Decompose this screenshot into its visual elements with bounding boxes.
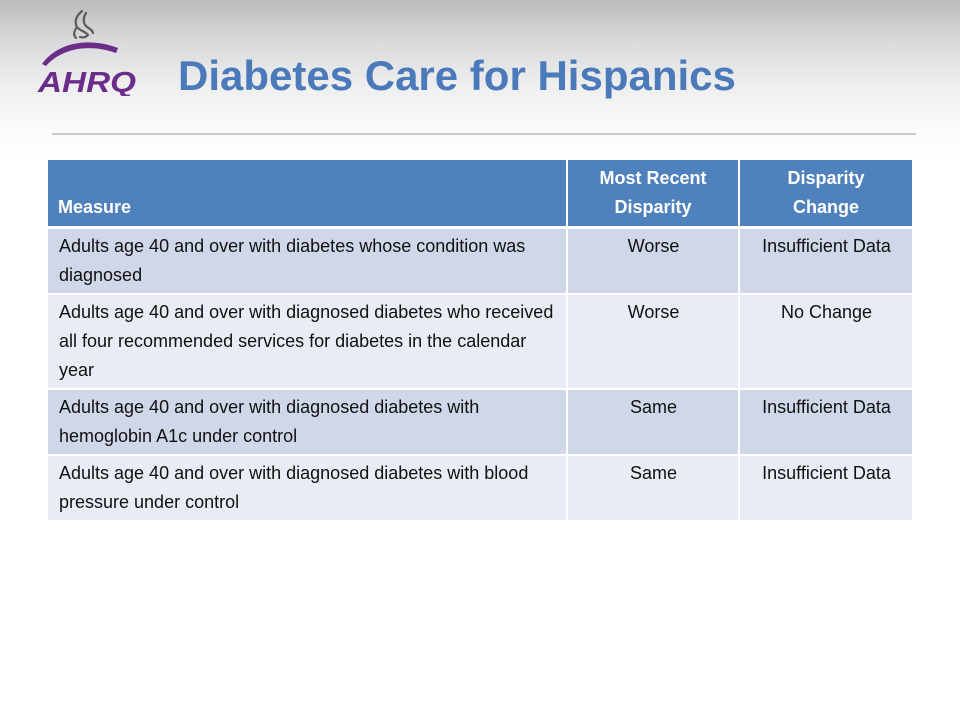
table-row: Adults age 40 and over with diagnosed di… — [48, 293, 912, 389]
table-row: Adults age 40 and over with diabetes who… — [48, 226, 912, 294]
most-recent-disparity-cell: Same — [566, 388, 739, 455]
measures-table: Measure Most Recent Disparity Disparity Ch… — [48, 160, 912, 520]
header-most-recent-disparity-line-1: Most Recent — [599, 168, 707, 188]
header-most-recent-disparity-line-2: Disparity — [614, 197, 692, 217]
header-disparity-change-line-2: Change — [792, 197, 859, 217]
disparity-change-cell: Insufficient Data — [738, 388, 912, 455]
page-title: Diabetes Care for Hispanics — [178, 52, 736, 99]
most-recent-disparity-cell: Same — [566, 454, 739, 520]
table-row: Adults age 40 and over with diagnosed di… — [48, 454, 912, 520]
measure-cell: Adults age 40 and over with diabetes who… — [48, 226, 567, 294]
header-most-recent-disparity: Most Recent Disparity — [566, 160, 739, 229]
header-disparity-change-line-1: Disparity — [787, 168, 865, 188]
disparity-change-cell: Insufficient Data — [738, 226, 912, 294]
ahrq-wordmark: AHRQ — [37, 67, 137, 96]
disparity-change-cell: Insufficient Data — [738, 454, 912, 520]
ahrq-logo: AHRQ — [37, 9, 137, 96]
header-disparity-change: Disparity Change — [738, 160, 912, 229]
disparity-change-cell: No Change — [738, 293, 912, 389]
title-divider — [52, 133, 916, 135]
header-measure: Measure — [48, 160, 567, 229]
most-recent-disparity-cell: Worse — [566, 293, 739, 389]
hhs-eagle-icon — [73, 9, 95, 40]
measure-cell: Adults age 40 and over with diagnosed di… — [48, 388, 567, 455]
table-header-row: Measure Most Recent Disparity Disparity Ch… — [48, 160, 912, 229]
most-recent-disparity-cell: Worse — [566, 226, 739, 294]
ahrq-arc — [42, 42, 118, 66]
measure-cell: Adults age 40 and over with diagnosed di… — [48, 293, 567, 389]
measure-cell: Adults age 40 and over with diagnosed di… — [48, 454, 567, 520]
table-row: Adults age 40 and over with diagnosed di… — [48, 388, 912, 455]
